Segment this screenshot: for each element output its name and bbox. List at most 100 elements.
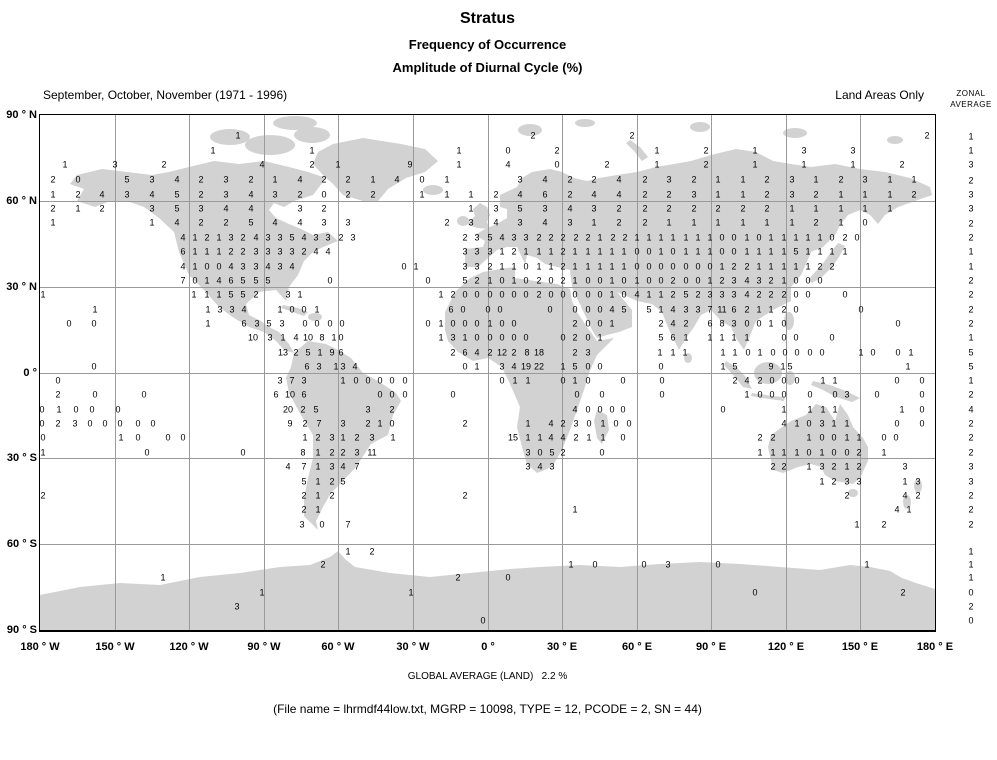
map-value: 1: [317, 347, 323, 358]
map-value: 1: [634, 275, 640, 286]
map-value: 1: [204, 275, 210, 286]
map-value: 3: [789, 189, 795, 200]
map-value: 0: [402, 375, 408, 386]
map-value: 3: [198, 203, 204, 214]
map-value: 0: [695, 275, 701, 286]
map-value: 3: [525, 461, 531, 472]
map-value: 1: [487, 318, 493, 329]
map-value: 0: [597, 318, 603, 329]
map-value: 1: [666, 217, 672, 228]
map-value: 3: [493, 203, 499, 214]
map-value: 0: [829, 232, 835, 243]
map-value: 1: [899, 404, 905, 415]
map-value: 1: [456, 159, 462, 170]
map-value: 3: [369, 432, 375, 443]
map-value: 4: [511, 361, 517, 372]
map-value: 1: [768, 304, 774, 315]
map-value: 4: [272, 217, 278, 228]
map-value: 1: [781, 404, 787, 415]
map-value: 5: [487, 232, 493, 243]
map-value: 1: [829, 246, 835, 257]
map-value: 3: [474, 246, 480, 257]
map-value: 2: [842, 232, 848, 243]
map-value: 4: [894, 504, 900, 515]
map-value: 1: [160, 572, 166, 583]
map-value: 3: [297, 203, 303, 214]
map-value: 0: [204, 261, 210, 272]
map-value: 0: [321, 189, 327, 200]
map-value: 0: [39, 404, 45, 415]
map-value: 0: [829, 332, 835, 343]
map-value: 2: [369, 546, 375, 557]
map-value: 4: [572, 404, 578, 415]
map-value: 1: [456, 145, 462, 156]
map-value: 3: [217, 304, 223, 315]
map-value: 4: [499, 232, 505, 243]
map-value: 0: [499, 318, 505, 329]
map-value: 0: [585, 275, 591, 286]
map-value: 1: [715, 174, 721, 185]
map-value: 3: [731, 318, 737, 329]
zonal-average-value: 1: [968, 246, 974, 257]
map-value: 3: [329, 461, 335, 472]
map-value: 2: [253, 289, 259, 300]
zonal-average-value: 0: [968, 615, 974, 626]
map-value: 1: [682, 347, 688, 358]
map-value: 0: [572, 304, 578, 315]
map-value: 1: [720, 361, 726, 372]
map-value: 2: [536, 232, 542, 243]
grid-line-horizontal: [40, 373, 935, 374]
map-value: 1: [536, 246, 542, 257]
map-value: 6: [707, 318, 713, 329]
map-value: 0: [895, 318, 901, 329]
map-value: 3: [462, 261, 468, 272]
map-value: 5: [124, 174, 130, 185]
map-value: 1: [752, 145, 758, 156]
grid-line-vertical: [711, 115, 712, 630]
map-value: 8: [524, 347, 530, 358]
map-value: 1: [408, 587, 414, 598]
x-tick-label: 60 ° E: [621, 641, 653, 653]
map-value: 0: [731, 246, 737, 257]
zonal-average-value: 2: [968, 447, 974, 458]
map-value: 1: [720, 347, 726, 358]
map-value: 0: [819, 347, 825, 358]
map-value: 3: [325, 232, 331, 243]
map-value: 2: [572, 318, 578, 329]
zonal-average-value: 1: [968, 572, 974, 583]
map-value: 3: [350, 232, 356, 243]
map-value: 10: [247, 332, 259, 343]
map-value: 0: [707, 261, 713, 272]
map-value: 0: [781, 318, 787, 329]
map-value: 1: [586, 432, 592, 443]
map-value: 4: [253, 232, 259, 243]
map-value: 4: [248, 203, 254, 214]
map-value: 2: [838, 174, 844, 185]
map-value: 2: [670, 289, 676, 300]
map-value: 3: [856, 476, 862, 487]
map-value: 3: [474, 261, 480, 272]
map-value: 3: [707, 289, 713, 300]
map-value: 4: [609, 304, 615, 315]
zonal-average-value: 2: [968, 304, 974, 315]
map-value: 0: [658, 275, 664, 286]
map-value: 10: [284, 389, 296, 400]
map-value: 3: [450, 332, 456, 343]
map-value: 1: [335, 159, 341, 170]
map-value: 4: [223, 203, 229, 214]
map-value: 3: [149, 203, 155, 214]
map-value: 0: [302, 318, 308, 329]
map-value: 2: [770, 461, 776, 472]
map-value: 2: [683, 318, 689, 329]
map-value: 0: [731, 232, 737, 243]
map-value: 1: [525, 432, 531, 443]
zonal-average-header-line1: ZONAL: [956, 89, 986, 98]
map-value: 5: [248, 217, 254, 228]
y-tick-label: 30 ° N: [6, 281, 37, 293]
map-value: 0: [585, 289, 591, 300]
map-value: 1: [646, 232, 652, 243]
map-value: 2: [198, 217, 204, 228]
map-value: 1: [345, 546, 351, 557]
map-value: 1: [548, 261, 554, 272]
map-value: 5: [289, 232, 295, 243]
